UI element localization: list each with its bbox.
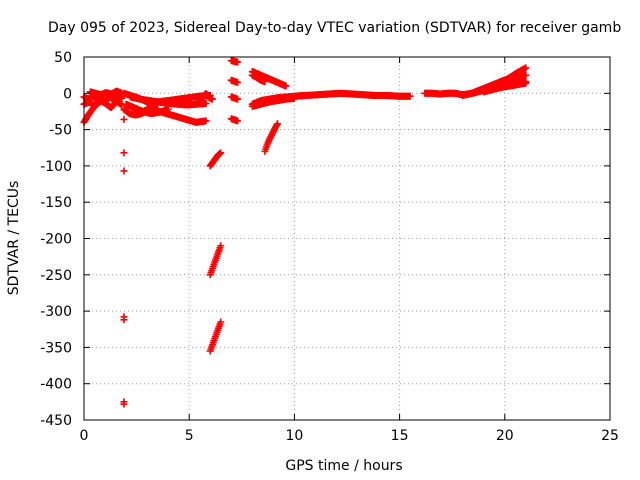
data-point <box>120 149 128 157</box>
data-point <box>522 79 530 87</box>
y-tick-label: -150 <box>40 195 72 211</box>
data-point <box>120 167 128 175</box>
data-point <box>202 99 210 107</box>
data-point <box>208 95 216 103</box>
y-tick-label: -200 <box>40 232 72 248</box>
x-tick-label: 15 <box>391 428 409 444</box>
x-tick-label: 25 <box>601 428 619 444</box>
data-point <box>234 117 242 125</box>
data-point <box>522 64 530 72</box>
data-point <box>234 58 242 66</box>
data-point <box>274 120 282 128</box>
y-tick-label: -50 <box>49 123 72 139</box>
data-point <box>282 82 290 90</box>
chart-title: Day 095 of 2023, Sidereal Day-to-day VTE… <box>48 20 621 36</box>
x-tick-label: 0 <box>80 428 89 444</box>
data-point <box>234 78 242 86</box>
x-tick-label: 10 <box>285 428 303 444</box>
y-tick-label: -250 <box>40 268 72 284</box>
y-tick-label: -350 <box>40 340 72 356</box>
data-point <box>120 316 128 324</box>
x-tick-label: 20 <box>496 428 514 444</box>
data-point <box>217 318 225 326</box>
axis-ticks: 0 5 10 15 20 25 50 0 -50 -100 -150 -200 -250 -300 -350… <box>40 50 619 444</box>
y-tick-label: -450 <box>40 413 72 429</box>
y-tick-label: 50 <box>54 50 72 66</box>
data-point <box>217 242 225 250</box>
x-axis-label: GPS time / hours <box>285 458 402 474</box>
y-tick-label: -400 <box>40 377 72 393</box>
y-axis-label: SDTVAR / TECUs <box>6 181 22 296</box>
x-tick-label: 5 <box>185 428 194 444</box>
y-tick-label: -100 <box>40 159 72 175</box>
data-series <box>80 57 530 408</box>
data-point <box>406 92 414 100</box>
data-point <box>261 78 269 86</box>
y-tick-label: -300 <box>40 304 72 320</box>
data-point <box>120 115 128 123</box>
y-tick-label: 0 <box>63 86 72 102</box>
data-point <box>120 400 128 408</box>
data-point <box>234 95 242 103</box>
data-point <box>202 117 210 125</box>
data-point <box>217 149 225 157</box>
data-point <box>522 71 530 79</box>
